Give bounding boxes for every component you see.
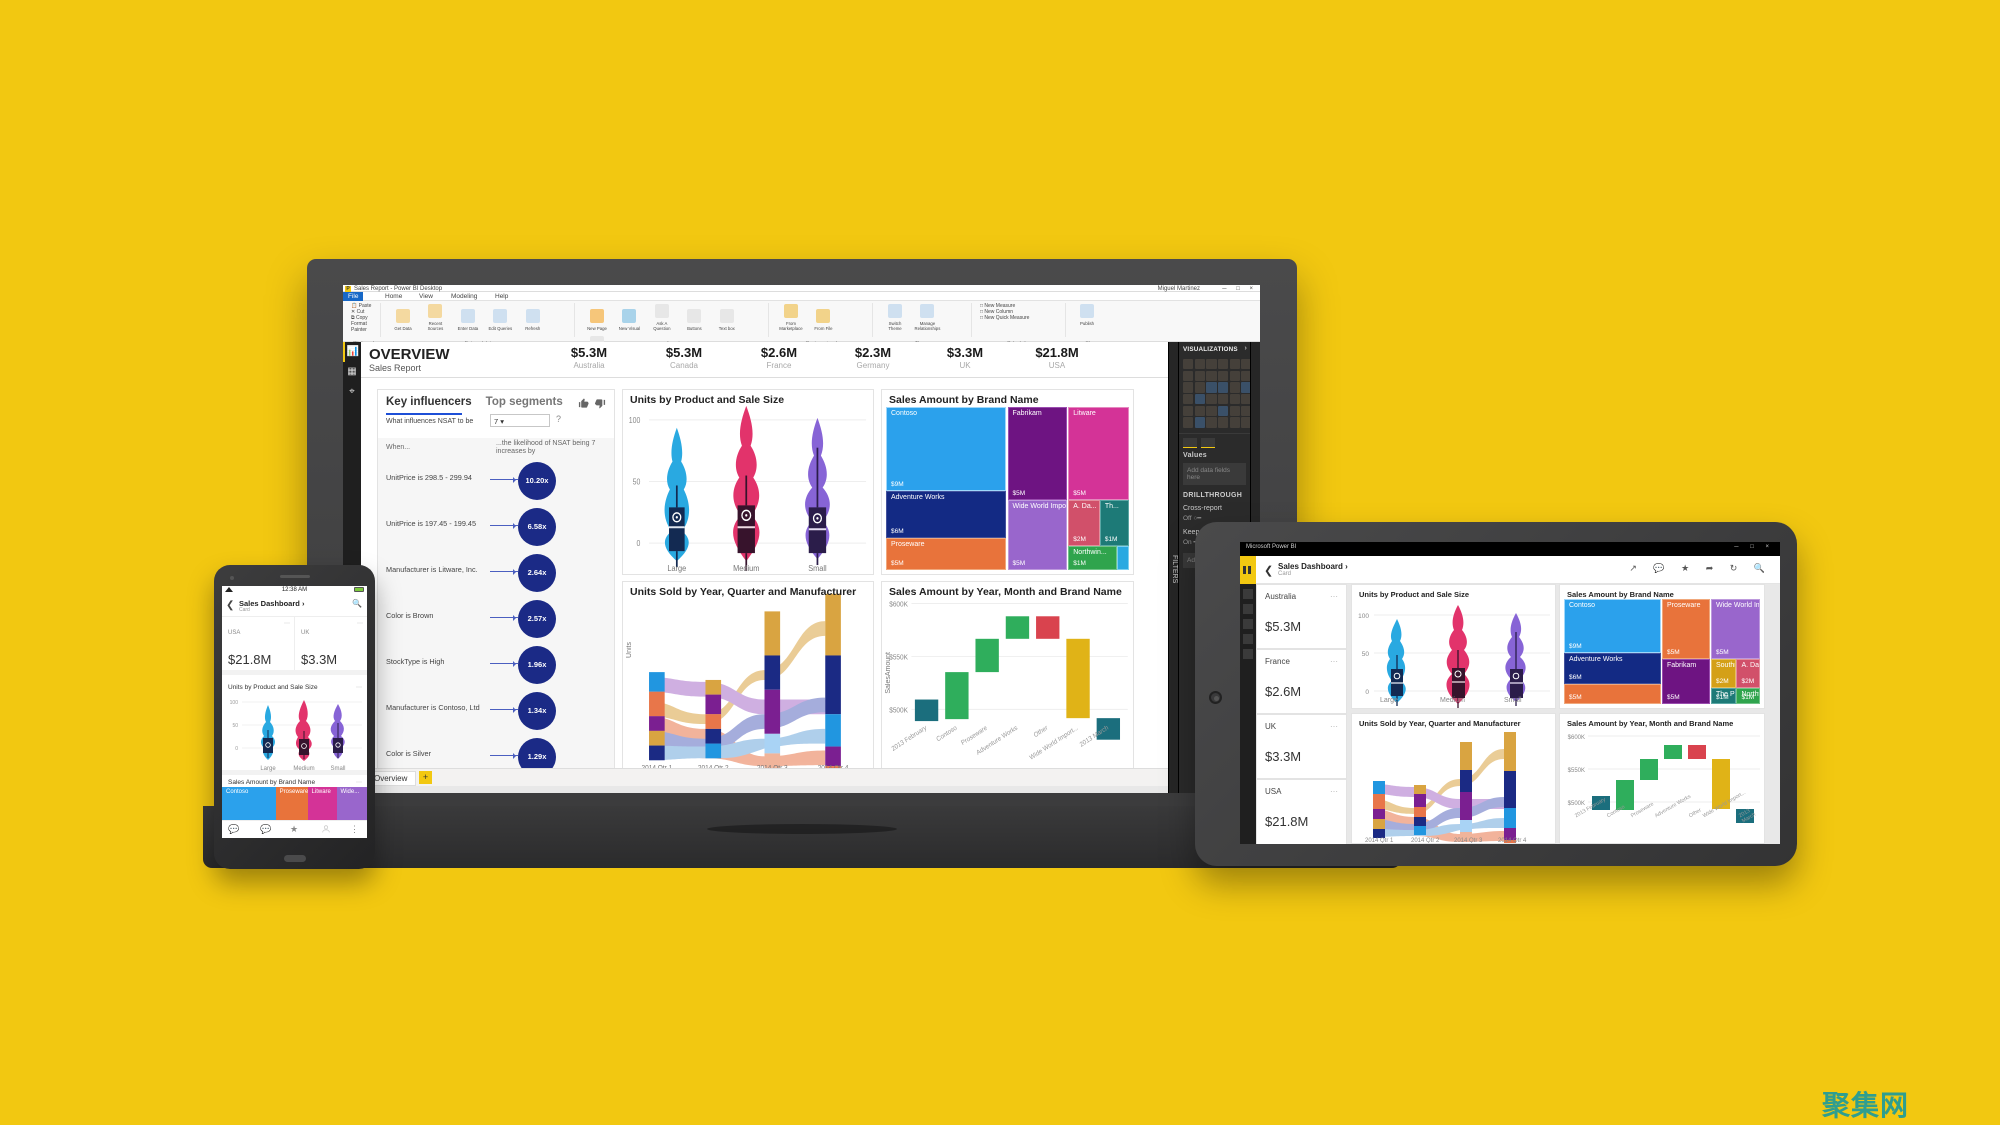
svg-text:100: 100: [1358, 613, 1369, 620]
svg-text:50: 50: [1362, 651, 1370, 658]
svg-text:50: 50: [633, 477, 641, 487]
svg-text:$500K: $500K: [889, 707, 908, 714]
svg-text:Small: Small: [808, 564, 827, 574]
svg-text:$500K: $500K: [1568, 801, 1585, 807]
svg-text:2013 February: 2013 February: [891, 724, 929, 753]
svg-text:Medium: Medium: [293, 766, 314, 772]
svg-text:Small: Small: [330, 766, 345, 772]
svg-text:$600K: $600K: [889, 601, 908, 608]
svg-text:100: 100: [230, 700, 239, 706]
svg-text:Large: Large: [260, 766, 276, 772]
svg-text:0: 0: [235, 746, 238, 752]
svg-text:0: 0: [636, 539, 640, 549]
svg-text:$550K: $550K: [1568, 768, 1585, 774]
svg-text:Contoso: Contoso: [935, 724, 958, 743]
svg-text:Medium: Medium: [733, 564, 760, 574]
svg-text:100: 100: [629, 415, 641, 425]
svg-text:$550K: $550K: [889, 654, 908, 661]
svg-text:Large: Large: [667, 564, 686, 574]
svg-text:$600K: $600K: [1568, 735, 1585, 741]
svg-text:0: 0: [1365, 689, 1369, 696]
svg-text:50: 50: [232, 723, 238, 729]
svg-text:Other: Other: [1033, 724, 1050, 739]
